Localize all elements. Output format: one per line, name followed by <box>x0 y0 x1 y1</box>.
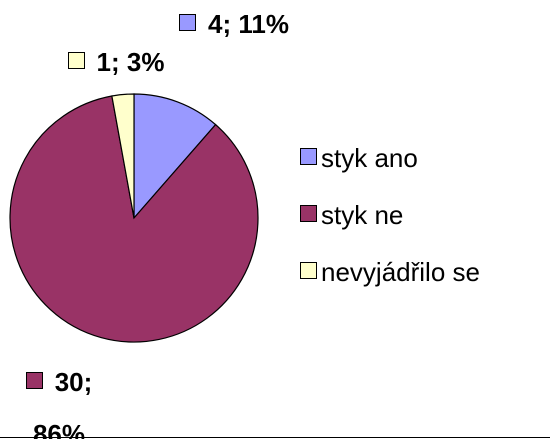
label-swatch <box>25 372 43 389</box>
pie-slice <box>111 93 135 219</box>
pie-slice <box>9 95 259 343</box>
legend-label: styk ano <box>321 143 418 173</box>
data-label-text: 4; 11% <box>208 9 289 39</box>
data-label-text: 1; 3% <box>96 47 165 77</box>
label-swatch <box>67 52 85 69</box>
legend-swatch <box>300 205 317 222</box>
legend-entry: styk ne <box>300 200 403 230</box>
data-label: 1; 3% <box>46 36 186 88</box>
data-label: 4; 11% <box>178 0 290 50</box>
legend-swatch <box>300 148 317 165</box>
label-swatch <box>179 14 197 31</box>
legend-label: nevyjádřilo se <box>321 257 480 287</box>
legend-label: styk ne <box>321 200 404 230</box>
data-label-text: 30; 86% <box>32 367 93 439</box>
data-label: 30; 86% <box>4 356 114 439</box>
legend-entry: styk ano <box>300 143 418 173</box>
frame-line <box>0 437 550 438</box>
legend-entry: nevyjádřilo se <box>300 257 480 287</box>
pie-slice <box>133 93 217 220</box>
legend-swatch <box>300 262 317 279</box>
